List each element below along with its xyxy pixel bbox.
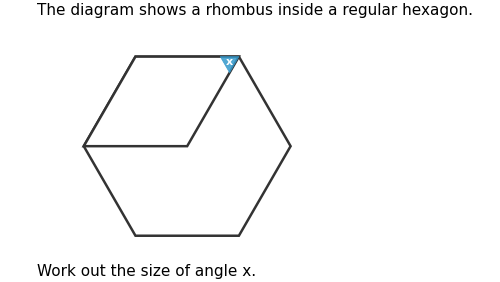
Text: The diagram shows a rhombus inside a regular hexagon.: The diagram shows a rhombus inside a reg… bbox=[37, 3, 473, 18]
Text: Work out the size of angle x.: Work out the size of angle x. bbox=[37, 264, 256, 279]
Polygon shape bbox=[220, 57, 239, 73]
Text: x: x bbox=[226, 57, 233, 67]
Polygon shape bbox=[84, 57, 290, 236]
Polygon shape bbox=[84, 57, 239, 146]
